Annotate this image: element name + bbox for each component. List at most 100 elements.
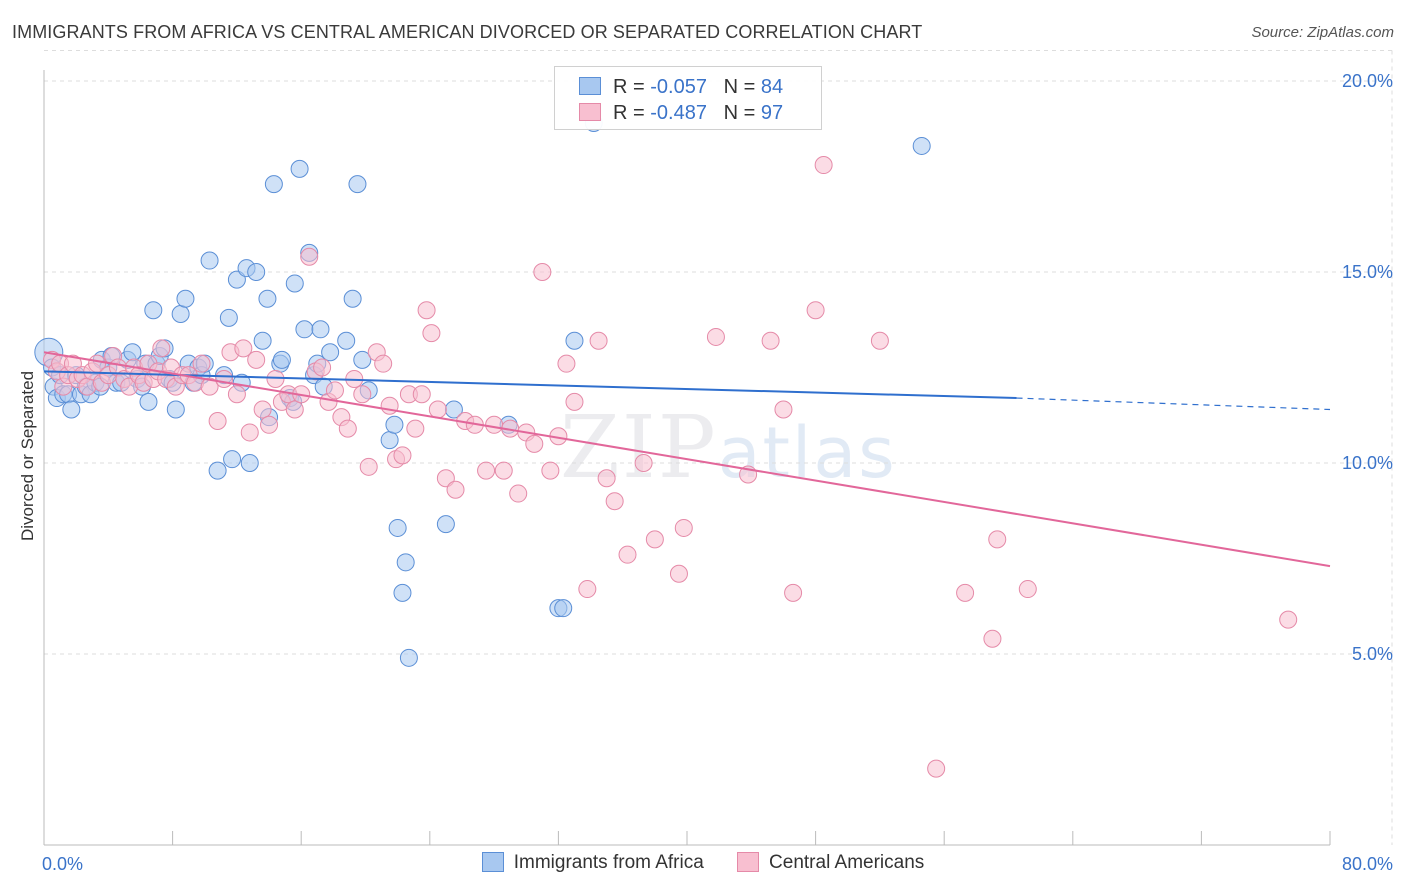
- africa-point: [62, 400, 81, 419]
- africa-point: [399, 648, 418, 667]
- source-label: Source: ZipAtlas.com: [1251, 24, 1394, 41]
- central-american-point: [1018, 580, 1037, 599]
- central-american-point: [597, 469, 616, 488]
- series-legend: Immigrants from Africa Central Americans: [0, 852, 1406, 878]
- central-american-point: [983, 629, 1002, 648]
- africa-point: [219, 308, 238, 327]
- africa-point: [285, 274, 304, 293]
- central-american-point: [406, 419, 425, 438]
- x-tick-label: 0.0%: [42, 854, 83, 874]
- africa-point: [554, 599, 573, 618]
- central-american-point: [956, 583, 975, 602]
- africa-trend-line: [43, 370, 1017, 400]
- africa-point: [396, 553, 415, 572]
- central-american-point: [359, 457, 378, 476]
- africa-point: [247, 263, 266, 281]
- central-american-point: [557, 354, 576, 373]
- central-american-point: [870, 331, 889, 350]
- africa-point: [144, 301, 163, 320]
- africa-point: [227, 270, 246, 289]
- africa-point: [393, 583, 412, 602]
- africa-point: [208, 461, 227, 480]
- africa-point: [311, 320, 330, 339]
- africa-point: [223, 450, 242, 469]
- series-swatch-africa: [481, 852, 504, 872]
- central-american-point: [634, 454, 653, 472]
- central-american-point: [325, 381, 344, 400]
- central-american-point: [927, 759, 946, 778]
- series-swatch-central-americans: [737, 852, 760, 872]
- central-american-point: [285, 400, 304, 419]
- legend-swatch-central-americans: [579, 103, 601, 121]
- central-american-point: [605, 492, 624, 511]
- africa-point: [264, 175, 283, 194]
- y-tick-label: 10.0%: [1342, 453, 1393, 473]
- central-american-point: [215, 369, 234, 388]
- central-american-point: [200, 377, 219, 396]
- central-american-point: [208, 411, 227, 430]
- central-american-point: [589, 331, 608, 350]
- central-american-point: [260, 415, 279, 434]
- africa-point: [912, 136, 931, 155]
- central-american-point: [436, 469, 455, 488]
- africa-point: [385, 415, 404, 434]
- central-american-point: [565, 392, 584, 411]
- central-american-point: [784, 583, 803, 602]
- africa-point: [337, 331, 356, 350]
- central-american-point: [428, 400, 447, 419]
- central-american-point: [761, 331, 780, 350]
- africa-trend-extension: [1016, 397, 1331, 411]
- legend-r-value: -0.487: [650, 102, 707, 124]
- central-american-point: [806, 301, 825, 320]
- central-american-point: [192, 354, 211, 373]
- central-american-point: [988, 530, 1007, 549]
- chart-title: IMMIGRANTS FROM AFRICA VS CENTRAL AMERIC…: [12, 22, 923, 42]
- legend-n-value: 84: [760, 76, 784, 98]
- central-american-point: [412, 385, 431, 404]
- x-tick-label: 80.0%: [1342, 854, 1393, 874]
- y-tick-label: 5.0%: [1352, 644, 1393, 664]
- africa-point: [321, 343, 340, 362]
- series-label-central-americans: Central Americans: [769, 852, 925, 873]
- central-american-point: [417, 301, 436, 320]
- central-american-point: [706, 327, 725, 346]
- central-american-point: [674, 518, 693, 537]
- central-american-point: [240, 423, 259, 442]
- central-american-point: [541, 461, 560, 480]
- central-american-point: [300, 247, 319, 266]
- series-legend-central-americans[interactable]: Central Americans: [737, 852, 924, 874]
- central-american-point: [533, 263, 552, 281]
- legend-swatch-africa: [579, 77, 601, 95]
- series-legend-africa[interactable]: Immigrants from Africa: [481, 852, 704, 874]
- africa-point: [253, 331, 272, 350]
- central-american-point: [422, 324, 441, 343]
- central-american-point: [774, 400, 793, 419]
- central-american-point: [814, 156, 833, 175]
- central-american-point: [247, 350, 266, 369]
- central-american-point: [446, 480, 465, 499]
- watermark-zip: ZIP: [560, 398, 718, 498]
- correlation-legend: R = -0.057 N = 84 R = -0.487 N = 97: [554, 66, 822, 130]
- central-american-point: [645, 530, 664, 549]
- legend-r-label: R =: [613, 76, 645, 98]
- legend-row-africa: R = -0.057 N = 84: [579, 76, 783, 100]
- africa-point: [200, 251, 219, 270]
- central-american-point: [227, 385, 246, 404]
- central-american-point: [374, 354, 393, 373]
- legend-r-value: -0.057: [650, 76, 707, 98]
- central-american-point: [485, 415, 504, 434]
- central-american-point: [353, 385, 372, 404]
- africa-point: [258, 289, 277, 308]
- africa-point: [166, 400, 185, 419]
- legend-n-label: N =: [723, 102, 756, 124]
- zipatlas-watermark: ZIPatlas: [560, 398, 897, 498]
- africa-point: [176, 289, 195, 308]
- central-american-point: [266, 369, 285, 388]
- central-american-point: [313, 358, 332, 377]
- y-axis-title: Divorced or Separated: [18, 370, 37, 542]
- central-american-point: [253, 400, 272, 419]
- central-american-point: [393, 446, 412, 465]
- y-tick-label: 15.0%: [1342, 262, 1393, 282]
- series-label-africa: Immigrants from Africa: [513, 852, 704, 873]
